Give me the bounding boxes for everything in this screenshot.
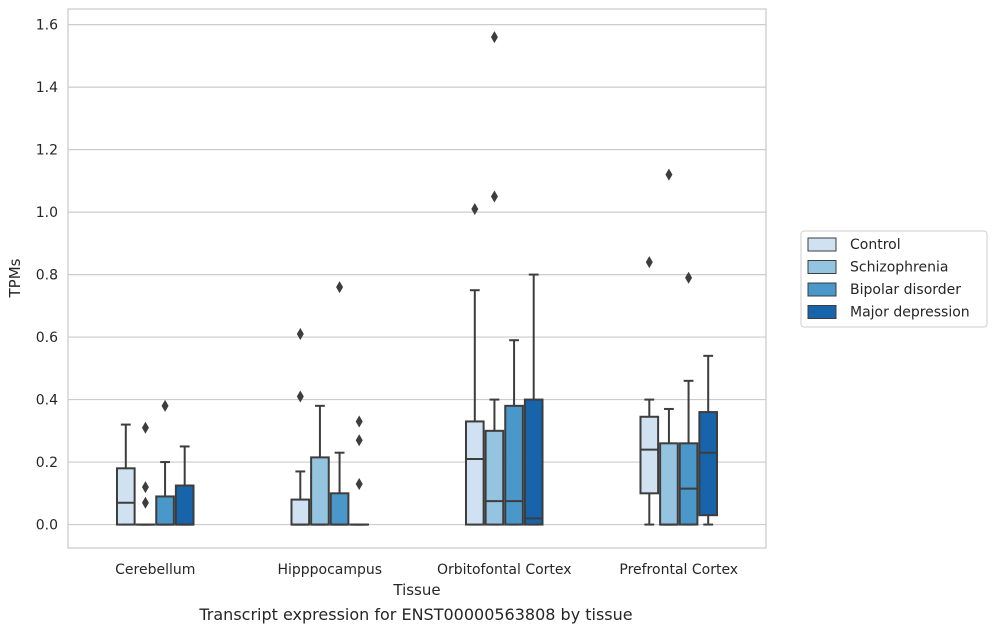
box-iqr (523, 398, 544, 526)
y-tick-label: 1.0 (36, 205, 58, 221)
outlier-point (161, 399, 169, 412)
outlier-point (665, 168, 673, 181)
box-iqr (174, 484, 195, 526)
y-tick-label: 0.2 (36, 455, 58, 471)
box-plots (115, 31, 719, 526)
box-iqr (678, 442, 699, 526)
box-major-depression (174, 445, 195, 526)
y-axis-label: TPMs (6, 258, 24, 298)
box-iqr (310, 456, 330, 526)
box-iqr (504, 404, 524, 526)
outlier-point (355, 415, 363, 428)
box-iqr (290, 498, 311, 526)
figure-caption: Transcript expression for ENST0000056380… (199, 605, 633, 624)
y-tick-label: 1.2 (36, 143, 58, 159)
box-schizophrenia (135, 421, 156, 526)
outlier-point (141, 421, 149, 434)
outlier-point (355, 477, 363, 490)
legend: Control Schizophrenia Bipolar disorder Majo… (800, 230, 988, 328)
legend-swatch (807, 260, 837, 274)
box-iqr (464, 420, 485, 526)
x-tick-label: Hipppocampus (277, 562, 382, 578)
box-control (639, 256, 660, 526)
outlier-point (645, 256, 653, 269)
box-major-depression (523, 273, 544, 526)
box-control (290, 327, 311, 526)
y-tick-label: 0.6 (36, 330, 58, 346)
legend-label: Major depression (850, 305, 970, 321)
x-axis-label: Tissue (392, 581, 440, 599)
box-iqr (639, 415, 660, 495)
outlier-point (336, 281, 344, 294)
outlier-point (296, 327, 304, 340)
x-tick-label: Cerebellum (115, 562, 195, 578)
box-iqr (659, 442, 679, 526)
box-iqr (155, 495, 175, 526)
outlier-point (471, 202, 479, 215)
legend-label: Bipolar disorder (850, 282, 961, 298)
box-iqr (329, 492, 350, 526)
outlier-point (296, 390, 304, 403)
box-bipolar-disorder (155, 399, 175, 526)
y-tick-label: 0.0 (36, 518, 58, 534)
legend-swatch (807, 305, 837, 319)
outlier-point (490, 190, 498, 203)
y-tick-label: 0.4 (36, 393, 58, 409)
box-major-depression (698, 354, 719, 526)
box-major-depression (349, 415, 370, 526)
legend-swatch (807, 282, 837, 297)
box-bipolar-disorder (329, 281, 350, 526)
box-iqr (115, 467, 136, 526)
box-iqr (484, 429, 505, 526)
box-iqr (698, 411, 719, 517)
outlier-point (355, 434, 363, 447)
box-schizophrenia (659, 168, 679, 526)
y-tick-label: 1.4 (36, 80, 58, 96)
outlier-point (685, 271, 693, 284)
outlier-point (141, 496, 149, 509)
legend-label: Schizophrenia (850, 260, 948, 276)
legend-frame (800, 230, 988, 328)
box-schizophrenia (310, 404, 330, 526)
box-schizophrenia (484, 31, 505, 526)
plot-area-frame (67, 8, 767, 549)
x-tick-labels: Cerebellum Hipppocampus Orbitofontal Corte… (115, 562, 738, 578)
x-tick-label: Prefrontal Cortex (619, 562, 738, 578)
outlier-point (490, 31, 498, 44)
box-control (115, 423, 136, 526)
legend-swatch (807, 237, 837, 252)
outlier-point (141, 481, 149, 494)
box-bipolar-disorder (678, 271, 699, 526)
y-tick-label: 0.8 (36, 268, 58, 284)
y-tick-labels: 0.0 0.2 0.4 0.6 0.8 1.0 1.2 1.4 1.6 (36, 18, 58, 534)
y-tick-label: 1.6 (36, 18, 58, 34)
box-control (464, 202, 485, 526)
box-bipolar-disorder (504, 339, 524, 526)
legend-label: Control (850, 237, 901, 253)
x-tick-label: Orbitofontal Cortex (437, 562, 572, 578)
